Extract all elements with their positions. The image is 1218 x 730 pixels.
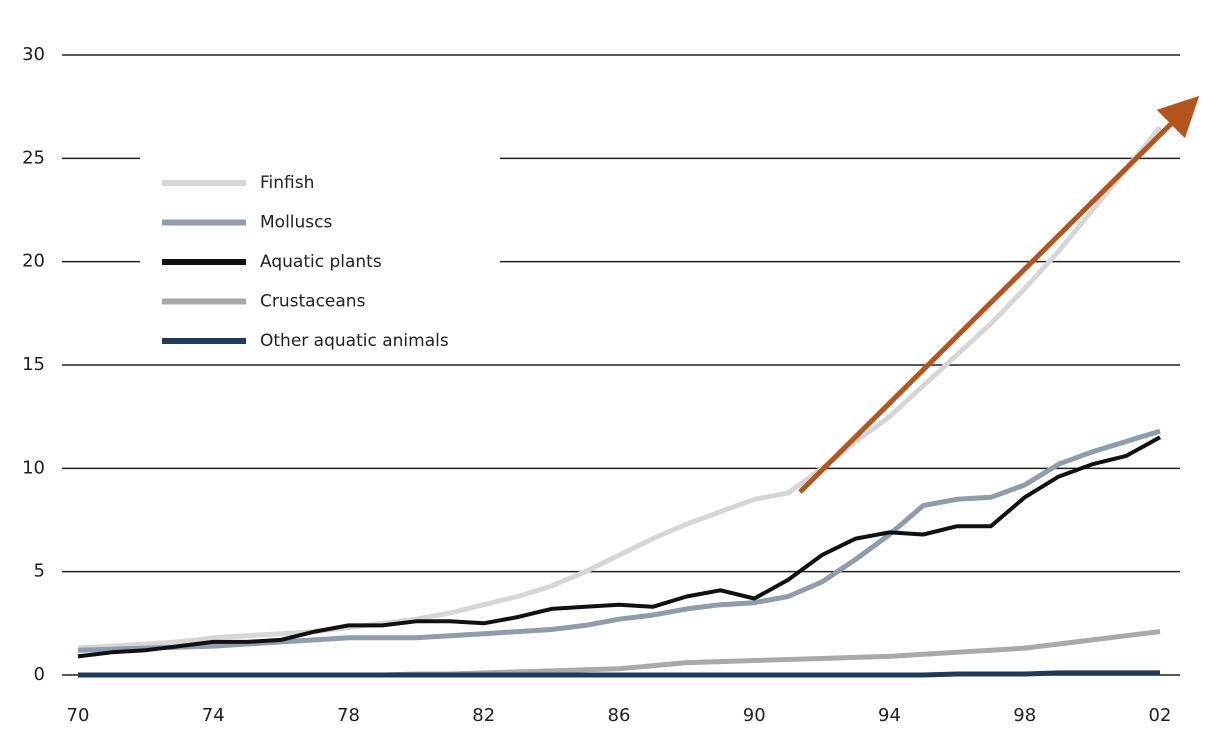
y-tick-label: 0 <box>34 664 45 685</box>
legend-label: Crustaceans <box>260 292 366 312</box>
x-tick-label: 98 <box>1013 705 1036 726</box>
y-tick-label: 30 <box>22 44 45 65</box>
y-tick-label: 15 <box>22 354 45 375</box>
x-tick-label: 78 <box>337 705 360 726</box>
x-tick-label: 70 <box>67 705 90 726</box>
x-tick-label: 02 <box>1149 705 1172 726</box>
y-tick-label: 5 <box>34 561 45 582</box>
legend-label: Finfish <box>260 173 314 193</box>
legend-label: Aquatic plants <box>260 252 382 272</box>
x-tick-label: 86 <box>608 705 631 726</box>
legend-label: Other aquatic animals <box>260 331 449 351</box>
series-line <box>77 125 1162 651</box>
y-tick-label: 20 <box>22 251 45 272</box>
x-tick-label: 94 <box>878 705 901 726</box>
series-line <box>77 435 1161 659</box>
x-tick-label: 90 <box>743 705 766 726</box>
y-tick-label: 25 <box>22 147 45 168</box>
x-tick-label: 74 <box>202 705 225 726</box>
series-line <box>78 670 1160 678</box>
legend-box <box>140 155 500 363</box>
x-tick-label: 82 <box>472 705 495 726</box>
y-tick-label: 10 <box>22 457 45 478</box>
legend-label: Molluscs <box>260 213 332 233</box>
series-line <box>77 428 1161 653</box>
trend-arrow <box>798 95 1200 494</box>
